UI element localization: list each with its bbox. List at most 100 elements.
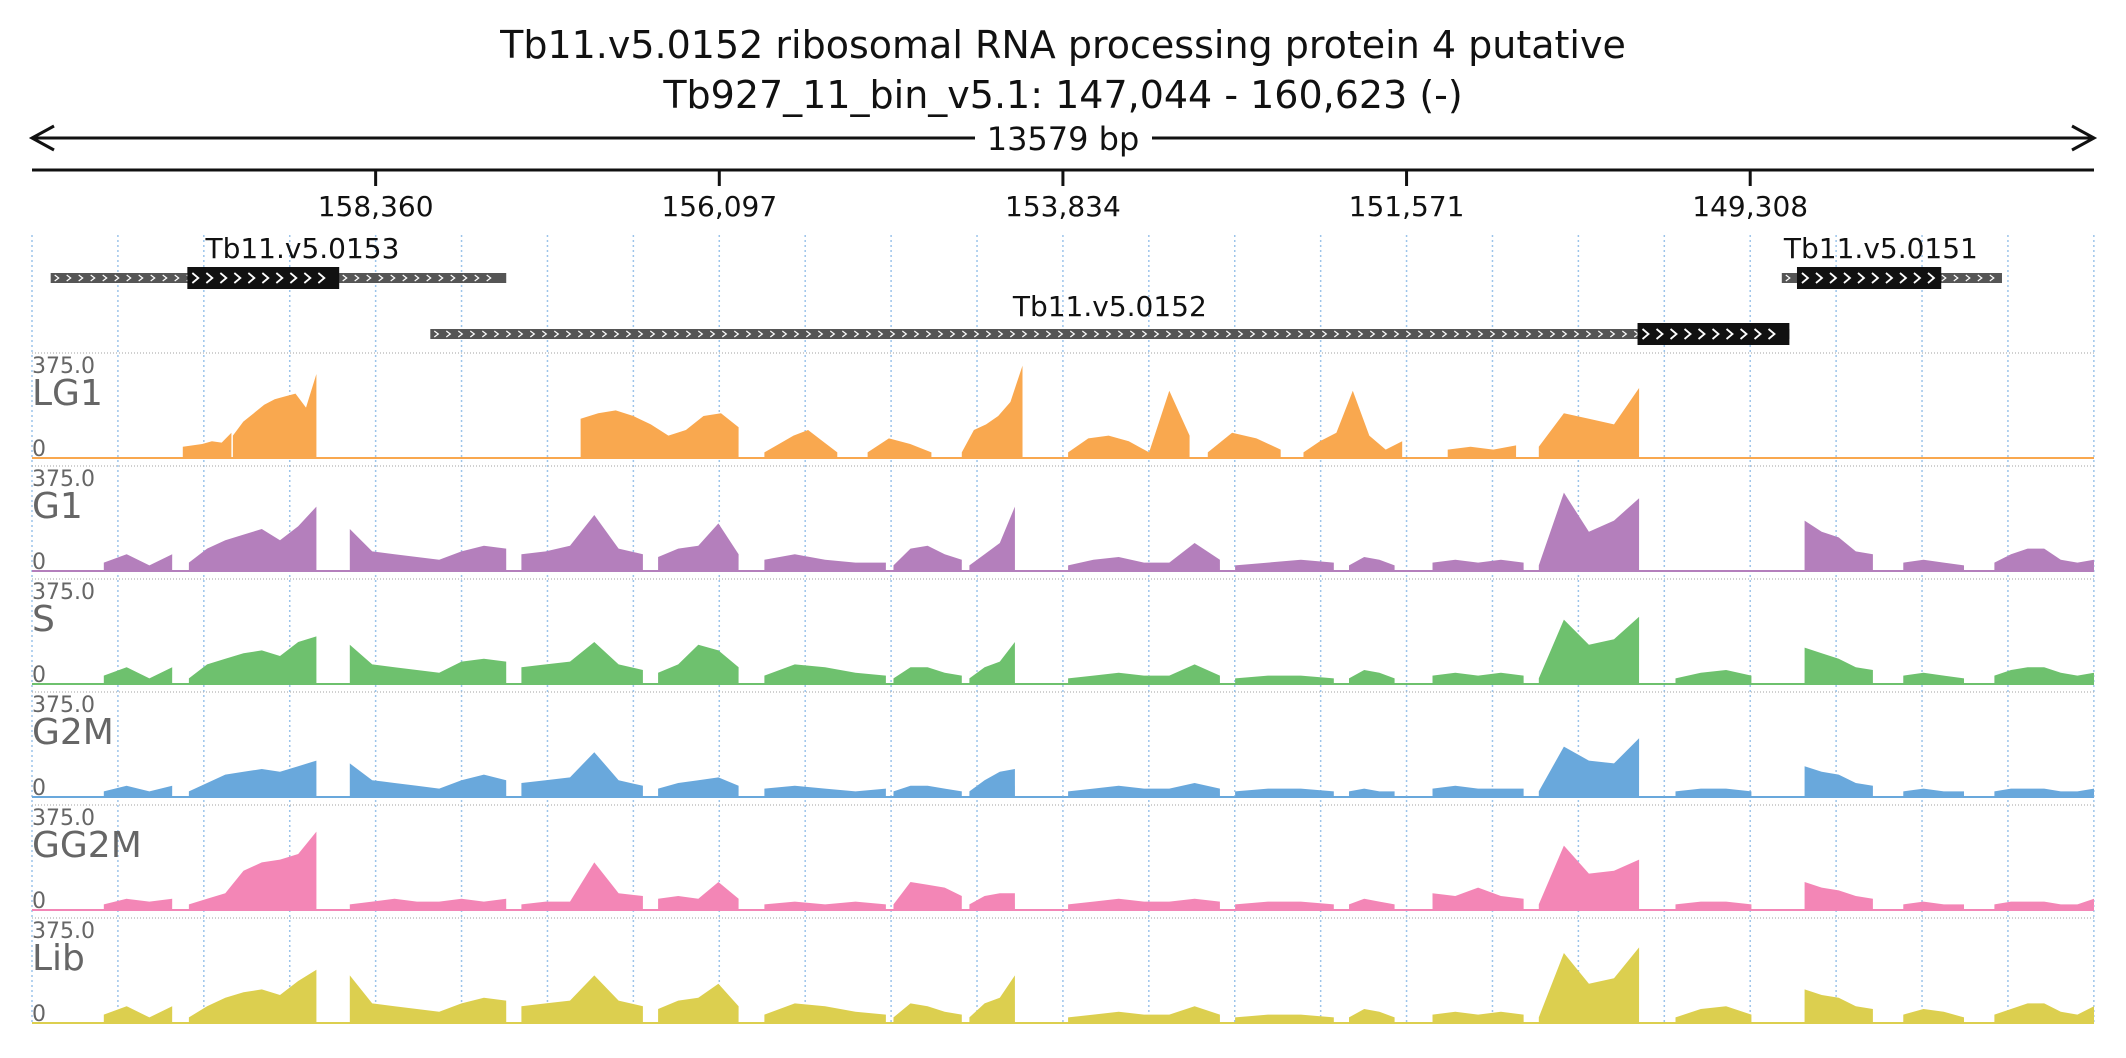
coverage-area bbox=[1068, 1006, 1220, 1023]
strand-chevron bbox=[1857, 272, 1866, 284]
coverage-area bbox=[349, 898, 507, 910]
strand-chevron bbox=[853, 330, 860, 338]
coverage-area bbox=[188, 636, 317, 684]
strand-chevron bbox=[517, 330, 524, 338]
track-ymax-label: 375.0 bbox=[32, 919, 95, 944]
track-ymax-label: 375.0 bbox=[32, 580, 95, 605]
coverage-area bbox=[103, 554, 173, 571]
strand-chevron bbox=[1641, 328, 1650, 340]
strand-chevron bbox=[649, 330, 656, 338]
strand-chevron bbox=[997, 330, 1004, 338]
coverage-area bbox=[349, 644, 507, 684]
strand-chevron bbox=[1249, 330, 1256, 338]
strand-chevron bbox=[673, 330, 680, 338]
coverage-area bbox=[1349, 557, 1395, 571]
coverage-area bbox=[188, 969, 317, 1023]
x-tick-label: 151,571 bbox=[1349, 190, 1465, 223]
strand-chevron bbox=[481, 330, 488, 338]
coverage-area bbox=[1068, 898, 1220, 910]
coverage-area bbox=[893, 882, 962, 910]
coverage-area bbox=[764, 901, 886, 910]
coverage-area bbox=[182, 432, 232, 458]
strand-chevron bbox=[1273, 330, 1280, 338]
strand-chevron bbox=[150, 274, 156, 282]
strand-chevron bbox=[114, 274, 120, 282]
gene-model: Tb11.v5.0152 bbox=[430, 290, 1790, 345]
span-arrow-right-head bbox=[2071, 124, 2098, 152]
strand-chevron bbox=[1357, 330, 1364, 338]
coverage-area bbox=[1994, 788, 2094, 797]
track-ymin-label: 0 bbox=[32, 550, 46, 575]
coverage-area bbox=[1903, 672, 1965, 684]
strand-chevron bbox=[1815, 272, 1824, 284]
strand-chevron bbox=[817, 330, 824, 338]
gene-cds bbox=[187, 267, 340, 289]
track-ymax-label: 375.0 bbox=[32, 354, 95, 379]
strand-chevron bbox=[685, 330, 692, 338]
coverage-area bbox=[1432, 887, 1524, 910]
coverage-area bbox=[1068, 664, 1220, 684]
strand-chevron bbox=[1767, 328, 1776, 340]
span-label: 13579 bp bbox=[987, 120, 1140, 158]
strand-chevron bbox=[1225, 330, 1232, 338]
strand-chevron bbox=[1655, 328, 1664, 340]
strand-chevron bbox=[985, 330, 992, 338]
strand-chevron bbox=[505, 330, 512, 338]
strand-chevron bbox=[1669, 328, 1678, 340]
strand-chevron bbox=[769, 330, 776, 338]
strand-chevron bbox=[1501, 330, 1508, 338]
strand-chevron bbox=[589, 330, 596, 338]
strand-chevron bbox=[925, 330, 932, 338]
strand-chevron bbox=[1609, 330, 1616, 338]
coverage-area bbox=[893, 785, 962, 797]
strand-chevron bbox=[901, 330, 908, 338]
strand-chevron bbox=[1261, 330, 1268, 338]
strand-chevron bbox=[565, 330, 572, 338]
coverage-area bbox=[521, 642, 643, 684]
strand-chevron bbox=[781, 330, 788, 338]
coverage-area bbox=[658, 644, 739, 684]
coverage-area bbox=[188, 760, 317, 797]
coverage-area bbox=[969, 975, 1015, 1023]
coverage-area bbox=[1349, 1009, 1395, 1023]
strand-chevron bbox=[474, 274, 480, 282]
strand-chevron bbox=[1057, 330, 1064, 338]
strand-chevron bbox=[961, 330, 968, 338]
strand-chevron bbox=[247, 272, 256, 284]
coverage-area bbox=[1538, 845, 1640, 910]
strand-chevron bbox=[661, 330, 668, 338]
strand-chevron bbox=[162, 274, 168, 282]
coverage-area bbox=[232, 374, 317, 458]
strand-chevron bbox=[317, 272, 326, 284]
strand-chevron bbox=[1441, 330, 1448, 338]
strand-chevron bbox=[1843, 272, 1852, 284]
strand-chevron bbox=[1429, 330, 1436, 338]
strand-chevron bbox=[66, 274, 72, 282]
coverage-track: 375.0S 0 bbox=[32, 578, 2094, 688]
strand-chevron bbox=[445, 330, 452, 338]
strand-chevron bbox=[841, 330, 848, 338]
coverage-area bbox=[349, 529, 507, 571]
coverage-area bbox=[764, 785, 886, 797]
coverage-area bbox=[1804, 766, 1873, 797]
coverage-area bbox=[1903, 901, 1965, 910]
coverage-area bbox=[1349, 670, 1395, 684]
strand-chevron bbox=[1753, 328, 1762, 340]
coverage-area bbox=[867, 438, 932, 458]
coverage-area bbox=[1538, 616, 1640, 684]
strand-chevron bbox=[937, 330, 944, 338]
coverage-area bbox=[658, 983, 739, 1023]
coverage-area bbox=[349, 763, 507, 797]
track-name-label: G1 bbox=[32, 486, 83, 527]
strand-chevron bbox=[1213, 330, 1220, 338]
coverage-area bbox=[1994, 1003, 2094, 1023]
strand-chevron bbox=[78, 274, 84, 282]
strand-chevron bbox=[102, 274, 108, 282]
track-ymin-label: 0 bbox=[32, 663, 46, 688]
coverage-area bbox=[764, 430, 838, 458]
strand-chevron bbox=[1477, 330, 1484, 338]
chart-title-line2: Tb927_11_bin_v5.1: 147,044 - 160,623 (-) bbox=[662, 73, 1462, 117]
strand-chevron bbox=[1977, 274, 1983, 282]
strand-chevron bbox=[1189, 330, 1196, 338]
strand-chevron bbox=[289, 272, 298, 284]
